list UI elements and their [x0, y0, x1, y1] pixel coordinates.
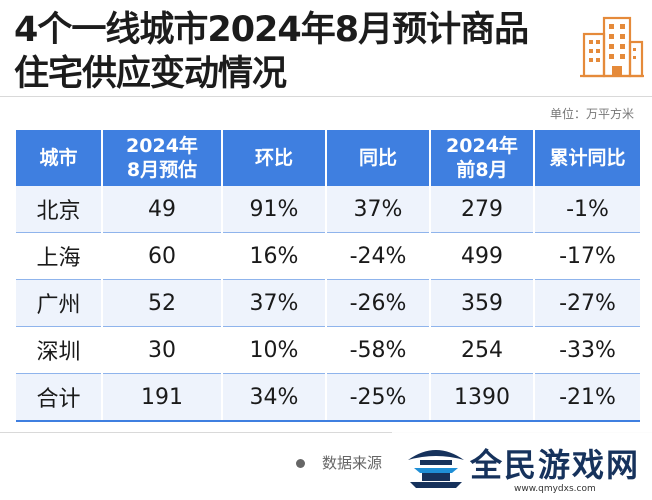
title-line-2: 住宅供应变动情况	[14, 54, 287, 94]
cell-mom: 16%	[222, 232, 327, 280]
cell-mom: 37%	[222, 279, 327, 327]
table-row: 上海 60 16% -24% 499 -17%	[16, 232, 640, 280]
table-row: 北京 49 91% 37% 279 -1%	[16, 186, 640, 233]
building-icon	[580, 16, 644, 78]
cell-mom: 34%	[222, 373, 327, 422]
cell-yoy: 37%	[326, 186, 431, 233]
cell-aug-estimate: 49	[102, 186, 223, 233]
watermark-brand: 全民游戏网	[470, 446, 641, 484]
watermark-url: www.qmydxs.com	[514, 484, 596, 494]
col-header-cumulative-yoy: 累计同比	[534, 130, 640, 186]
cell-yoy: -26%	[326, 279, 431, 327]
cell-city: 广州	[16, 279, 103, 327]
data-source-label: 数据来源	[322, 454, 383, 472]
cell-first8-months: 254	[430, 326, 535, 374]
table-row: 广州 52 37% -26% 359 -27%	[16, 279, 640, 327]
cell-city: 合计	[16, 373, 103, 422]
cell-yoy: -58%	[326, 326, 431, 374]
col-header-city: 城市	[16, 130, 103, 186]
table-header-row: 城市 2024年 8月预估 环比 同比 2024年 前8月 累计同比	[16, 130, 640, 186]
col-header-first8-months: 2024年 前8月	[430, 130, 535, 186]
cell-aug-estimate: 60	[102, 232, 223, 280]
cell-first8-months: 359	[430, 279, 535, 327]
bullet-dot-icon	[296, 459, 305, 468]
cell-yoy: -24%	[326, 232, 431, 280]
cell-cumulative-yoy: -1%	[534, 186, 640, 233]
col-header-mom: 环比	[222, 130, 327, 186]
top-divider	[0, 96, 652, 97]
cell-cumulative-yoy: -17%	[534, 232, 640, 280]
cell-mom: 10%	[222, 326, 327, 374]
cell-city: 深圳	[16, 326, 103, 374]
cell-first8-months: 279	[430, 186, 535, 233]
page-title: 4个一线城市2024年8月预计商品 住宅供应变动情况	[14, 8, 574, 96]
cell-first8-months: 499	[430, 232, 535, 280]
pagoda-logo-icon	[408, 450, 464, 488]
col-header-yoy: 同比	[326, 130, 431, 186]
table-row: 深圳 30 10% -58% 254 -33%	[16, 326, 640, 374]
cell-aug-estimate: 191	[102, 373, 223, 422]
unit-label: 单位：万平方米	[549, 107, 634, 121]
table-total-row: 合计 191 34% -25% 1390 -21%	[16, 373, 640, 422]
cell-cumulative-yoy: -21%	[534, 373, 640, 422]
cell-city: 上海	[16, 232, 103, 280]
cell-yoy: -25%	[326, 373, 431, 422]
cell-mom: 91%	[222, 186, 327, 233]
cell-aug-estimate: 30	[102, 326, 223, 374]
supply-table: 城市 2024年 8月预估 环比 同比 2024年 前8月 累计同比 北京 49…	[16, 130, 640, 422]
col-header-aug-estimate: 2024年 8月预估	[102, 130, 223, 186]
cell-aug-estimate: 52	[102, 279, 223, 327]
cell-cumulative-yoy: -27%	[534, 279, 640, 327]
bottom-divider	[0, 432, 652, 433]
cell-first8-months: 1390	[430, 373, 535, 422]
cell-city: 北京	[16, 186, 103, 233]
cell-cumulative-yoy: -33%	[534, 326, 640, 374]
title-line-1: 4个一线城市2024年8月预计商品	[14, 10, 529, 50]
